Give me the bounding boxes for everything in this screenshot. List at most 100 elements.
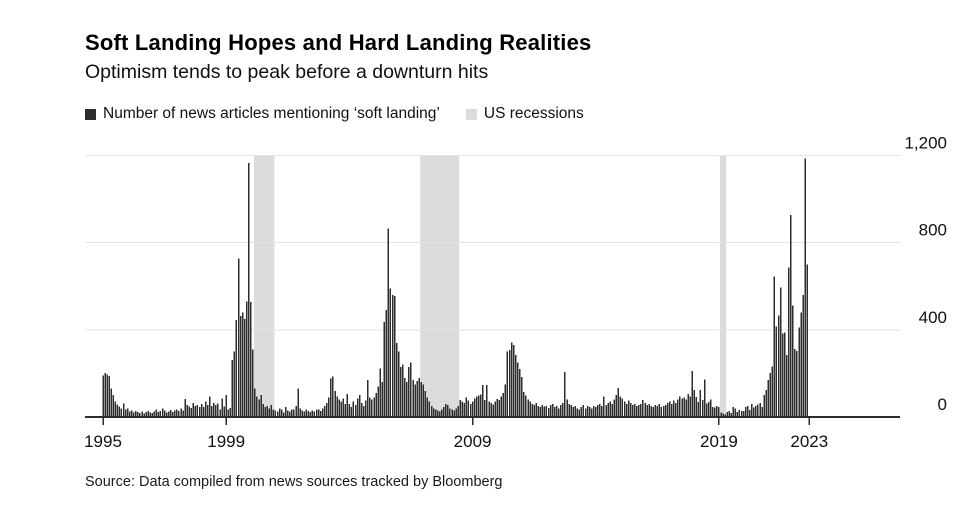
bar [135,410,137,417]
chart-title: Soft Landing Hopes and Hard Landing Real… [85,30,592,55]
bar [584,408,587,417]
bar [338,399,340,417]
bar [319,410,322,417]
bar [217,403,219,417]
bar [642,400,644,417]
bar [422,384,425,417]
x-axis-label: 2023 [790,432,828,451]
bar [432,408,435,417]
bar [788,267,790,417]
bar [627,400,630,417]
bar [742,410,745,417]
bar [239,315,242,417]
bar [352,401,355,417]
bar [644,402,646,417]
bar [603,396,605,417]
bar [566,399,568,417]
bar [662,406,665,417]
bar [110,388,112,417]
bar [617,388,620,417]
bar [564,371,566,417]
x-axis-label: 1995 [84,432,122,451]
bar [387,228,390,417]
bar [761,406,763,417]
bar [108,376,110,417]
bar [508,350,511,417]
bar [447,405,449,417]
bar [736,411,739,417]
bar [547,407,550,417]
bar [326,402,328,417]
bar [720,412,722,417]
bar [250,302,252,417]
bar [611,403,613,417]
bar [266,406,269,417]
bar [783,332,786,417]
bar [599,403,601,417]
bar [734,408,737,417]
bar [638,405,640,417]
bar [412,379,414,417]
bar [623,401,626,417]
bar [709,399,712,417]
bar [514,355,517,417]
bar [227,409,229,417]
bar [243,318,246,417]
bar [572,407,574,417]
bar [404,377,406,417]
bar [284,407,287,417]
bar [436,410,439,417]
bar [494,401,496,417]
bar [334,390,336,417]
bar [527,399,529,417]
bar [128,411,131,417]
bar [133,412,135,417]
bar [749,409,751,417]
bar [549,405,552,417]
bar [307,410,310,417]
bar [537,406,540,417]
bar [531,403,533,417]
bar [206,405,209,417]
bar [728,410,730,417]
bar [553,407,556,417]
bar [430,406,433,417]
bar [512,345,515,417]
bar [451,409,453,417]
bar [155,409,158,417]
x-axis-label: 2009 [454,432,492,451]
bar [309,412,312,417]
bar [186,405,188,417]
bar [385,310,388,417]
bar [726,411,728,417]
bar [213,402,215,417]
bar [139,413,141,417]
bar [221,398,223,417]
bar [342,398,344,417]
bar [525,395,527,417]
bar [453,410,455,417]
bar [330,378,332,417]
bar [781,333,784,417]
bar [796,351,798,417]
bar [675,402,677,417]
bar [416,381,418,417]
bar [802,294,804,417]
bar [391,294,394,417]
bar [194,406,197,417]
bar [375,393,377,417]
bar [190,407,193,417]
bar [631,405,634,417]
bar [180,408,182,417]
bar [580,407,583,417]
bar [687,394,689,417]
bar [794,349,796,417]
bar [744,407,747,417]
bar [629,402,632,417]
bar [153,411,156,417]
recession-band [719,155,727,417]
bar [732,406,735,417]
bar [482,384,484,417]
bar [615,395,618,417]
